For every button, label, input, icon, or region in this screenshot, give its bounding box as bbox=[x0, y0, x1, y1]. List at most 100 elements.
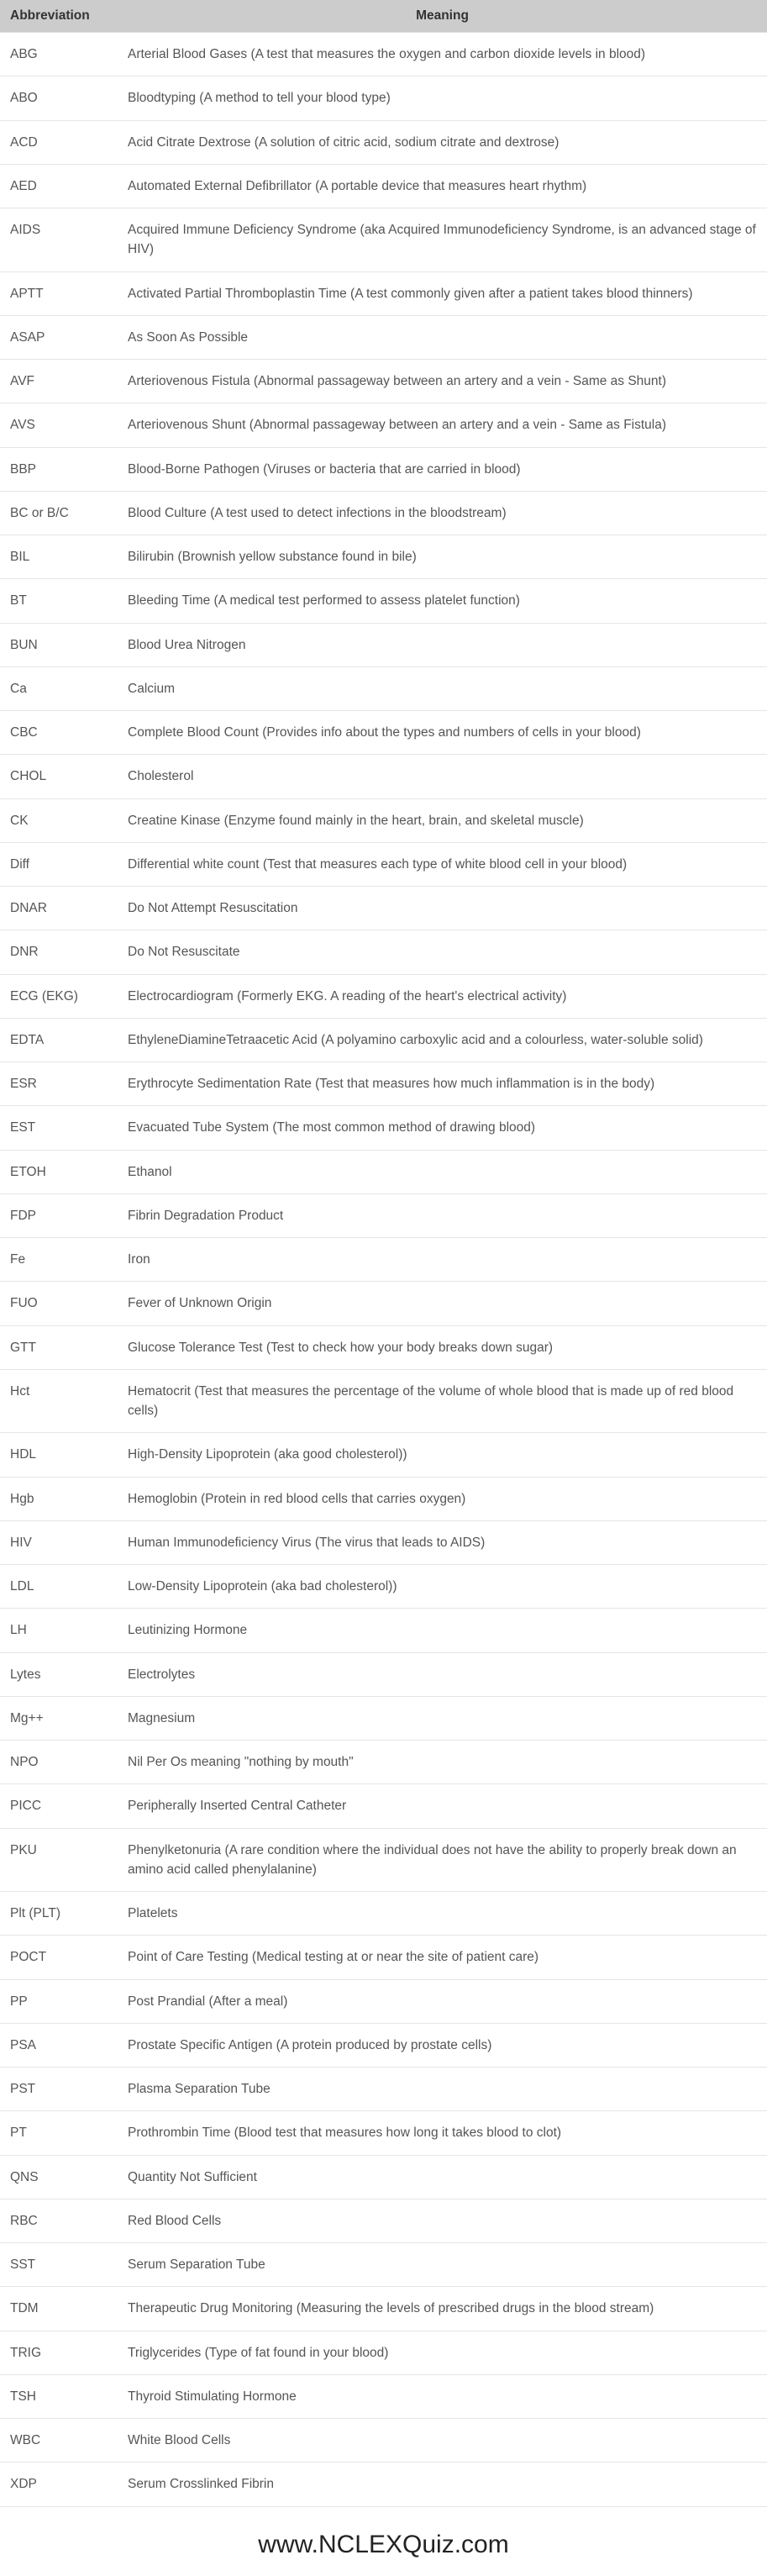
cell-abbreviation: BBP bbox=[0, 447, 118, 491]
cell-meaning: Phenylketonuria (A rare condition where … bbox=[118, 1828, 767, 1892]
cell-abbreviation: ETOH bbox=[0, 1150, 118, 1193]
table-row: FeIron bbox=[0, 1238, 767, 1282]
table-row: DiffDifferential white count (Test that … bbox=[0, 842, 767, 886]
cell-abbreviation: POCT bbox=[0, 1936, 118, 1979]
cell-abbreviation: PKU bbox=[0, 1828, 118, 1892]
cell-meaning: Therapeutic Drug Monitoring (Measuring t… bbox=[118, 2287, 767, 2331]
cell-meaning: Low-Density Lipoprotein (aka bad cholest… bbox=[118, 1565, 767, 1609]
cell-abbreviation: Fe bbox=[0, 1238, 118, 1282]
cell-abbreviation: TSH bbox=[0, 2374, 118, 2418]
cell-abbreviation: ACD bbox=[0, 120, 118, 164]
table-row: HctHematocrit (Test that measures the pe… bbox=[0, 1369, 767, 1433]
table-row: AIDSAcquired Immune Deficiency Syndrome … bbox=[0, 208, 767, 272]
cell-meaning: Electrolytes bbox=[118, 1652, 767, 1696]
cell-abbreviation: LDL bbox=[0, 1565, 118, 1609]
footer-attribution: www.NCLEXQuiz.com bbox=[0, 2507, 767, 2576]
cell-meaning: Magnesium bbox=[118, 1696, 767, 1740]
cell-meaning: White Blood Cells bbox=[118, 2419, 767, 2463]
cell-meaning: Calcium bbox=[118, 666, 767, 710]
cell-abbreviation: ABO bbox=[0, 76, 118, 120]
cell-meaning: Erythrocyte Sedimentation Rate (Test tha… bbox=[118, 1062, 767, 1106]
table-row: PPPost Prandial (After a meal) bbox=[0, 1979, 767, 2023]
cell-meaning: High-Density Lipoprotein (aka good chole… bbox=[118, 1433, 767, 1477]
cell-meaning: Hemoglobin (Protein in red blood cells t… bbox=[118, 1477, 767, 1520]
cell-meaning: Iron bbox=[118, 1238, 767, 1282]
cell-meaning: Triglycerides (Type of fat found in your… bbox=[118, 2331, 767, 2374]
table-row: FDPFibrin Degradation Product bbox=[0, 1193, 767, 1237]
table-row: HDLHigh-Density Lipoprotein (aka good ch… bbox=[0, 1433, 767, 1477]
cell-meaning: Do Not Resuscitate bbox=[118, 930, 767, 974]
cell-meaning: Hematocrit (Test that measures the perce… bbox=[118, 1369, 767, 1433]
table-row: EDTAEthyleneDiamineTetraacetic Acid (A p… bbox=[0, 1018, 767, 1061]
table-row: HIVHuman Immunodeficiency Virus (The vir… bbox=[0, 1520, 767, 1564]
table-row: TDMTherapeutic Drug Monitoring (Measurin… bbox=[0, 2287, 767, 2331]
cell-abbreviation: ESR bbox=[0, 1062, 118, 1106]
cell-meaning: Serum Crosslinked Fibrin bbox=[118, 2463, 767, 2506]
cell-abbreviation: NPO bbox=[0, 1741, 118, 1784]
cell-abbreviation: ASAP bbox=[0, 315, 118, 359]
cell-meaning: Electrocardiogram (Formerly EKG. A readi… bbox=[118, 974, 767, 1018]
abbreviation-table: Abbreviation Meaning ABGArterial Blood G… bbox=[0, 0, 767, 2507]
cell-abbreviation: DNR bbox=[0, 930, 118, 974]
cell-abbreviation: SST bbox=[0, 2243, 118, 2287]
table-row: CBCComplete Blood Count (Provides info a… bbox=[0, 711, 767, 755]
cell-abbreviation: BUN bbox=[0, 623, 118, 666]
cell-abbreviation: Lytes bbox=[0, 1652, 118, 1696]
cell-abbreviation: FDP bbox=[0, 1193, 118, 1237]
cell-meaning: Red Blood Cells bbox=[118, 2199, 767, 2242]
cell-abbreviation: QNS bbox=[0, 2155, 118, 2199]
cell-abbreviation: AED bbox=[0, 164, 118, 208]
header-abbreviation: Abbreviation bbox=[0, 0, 118, 33]
table-row: POCTPoint of Care Testing (Medical testi… bbox=[0, 1936, 767, 1979]
cell-abbreviation: PST bbox=[0, 2068, 118, 2111]
cell-meaning: Blood-Borne Pathogen (Viruses or bacteri… bbox=[118, 447, 767, 491]
table-row: ABGArterial Blood Gases (A test that mea… bbox=[0, 33, 767, 76]
cell-meaning: Activated Partial Thromboplastin Time (A… bbox=[118, 271, 767, 315]
cell-abbreviation: HIV bbox=[0, 1520, 118, 1564]
cell-abbreviation: BC or B/C bbox=[0, 491, 118, 535]
cell-abbreviation: Plt (PLT) bbox=[0, 1892, 118, 1936]
cell-meaning: Arteriovenous Shunt (Abnormal passageway… bbox=[118, 403, 767, 447]
table-row: BUNBlood Urea Nitrogen bbox=[0, 623, 767, 666]
cell-meaning: Do Not Attempt Resuscitation bbox=[118, 887, 767, 930]
cell-meaning: EthyleneDiamineTetraacetic Acid (A polya… bbox=[118, 1018, 767, 1061]
cell-meaning: Nil Per Os meaning "nothing by mouth" bbox=[118, 1741, 767, 1784]
cell-meaning: Bilirubin (Brownish yellow substance fou… bbox=[118, 535, 767, 579]
table-row: PKUPhenylketonuria (A rare condition whe… bbox=[0, 1828, 767, 1892]
cell-meaning: Blood Urea Nitrogen bbox=[118, 623, 767, 666]
table-row: TSHThyroid Stimulating Hormone bbox=[0, 2374, 767, 2418]
cell-meaning: Bleeding Time (A medical test performed … bbox=[118, 579, 767, 623]
table-row: DNARDo Not Attempt Resuscitation bbox=[0, 887, 767, 930]
cell-meaning: Post Prandial (After a meal) bbox=[118, 1979, 767, 2023]
cell-abbreviation: ECG (EKG) bbox=[0, 974, 118, 1018]
table-row: AVSArteriovenous Shunt (Abnormal passage… bbox=[0, 403, 767, 447]
table-row: BILBilirubin (Brownish yellow substance … bbox=[0, 535, 767, 579]
table-row: HgbHemoglobin (Protein in red blood cell… bbox=[0, 1477, 767, 1520]
cell-abbreviation: BT bbox=[0, 579, 118, 623]
table-row: ABOBloodtyping (A method to tell your bl… bbox=[0, 76, 767, 120]
table-row: Mg++Magnesium bbox=[0, 1696, 767, 1740]
cell-meaning: Ethanol bbox=[118, 1150, 767, 1193]
cell-abbreviation: Ca bbox=[0, 666, 118, 710]
cell-meaning: As Soon As Possible bbox=[118, 315, 767, 359]
table-row: XDPSerum Crosslinked Fibrin bbox=[0, 2463, 767, 2506]
cell-abbreviation: TDM bbox=[0, 2287, 118, 2331]
header-meaning: Meaning bbox=[118, 0, 767, 33]
cell-meaning: Human Immunodeficiency Virus (The virus … bbox=[118, 1520, 767, 1564]
cell-abbreviation: Hgb bbox=[0, 1477, 118, 1520]
cell-meaning: Bloodtyping (A method to tell your blood… bbox=[118, 76, 767, 120]
cell-abbreviation: RBC bbox=[0, 2199, 118, 2242]
table-row: FUOFever of Unknown Origin bbox=[0, 1282, 767, 1325]
cell-meaning: Arteriovenous Fistula (Abnormal passagew… bbox=[118, 360, 767, 403]
table-row: LHLeutinizing Hormone bbox=[0, 1609, 767, 1652]
table-row: Plt (PLT)Platelets bbox=[0, 1892, 767, 1936]
cell-meaning: Fever of Unknown Origin bbox=[118, 1282, 767, 1325]
cell-abbreviation: ABG bbox=[0, 33, 118, 76]
cell-abbreviation: XDP bbox=[0, 2463, 118, 2506]
cell-meaning: Platelets bbox=[118, 1892, 767, 1936]
cell-abbreviation: CBC bbox=[0, 711, 118, 755]
table-row: BBPBlood-Borne Pathogen (Viruses or bact… bbox=[0, 447, 767, 491]
cell-abbreviation: CHOL bbox=[0, 755, 118, 798]
cell-meaning: Thyroid Stimulating Hormone bbox=[118, 2374, 767, 2418]
cell-meaning: Leutinizing Hormone bbox=[118, 1609, 767, 1652]
